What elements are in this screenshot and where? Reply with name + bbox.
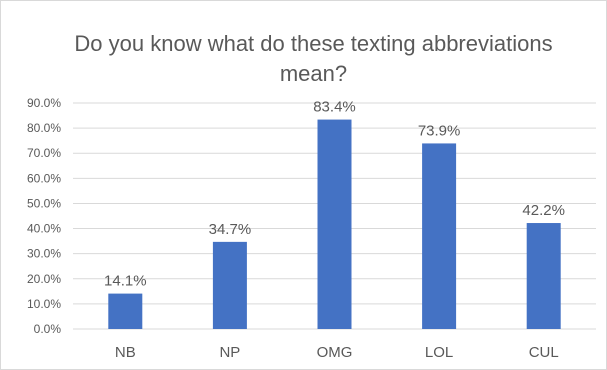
y-tick-label: 70.0%	[27, 146, 61, 160]
chart-title: Do you know what do these texting abbrev…	[74, 31, 553, 86]
x-tick-label-cul: CUL	[529, 344, 559, 361]
y-tick-label: 50.0%	[27, 196, 61, 210]
y-tick-label: 30.0%	[27, 247, 61, 261]
bar-nb	[108, 293, 143, 329]
y-tick-label: 80.0%	[27, 121, 61, 135]
x-tick-label-nb: NB	[115, 344, 136, 361]
data-labels: 14.1% 34.7% 83.4% 73.9% 42.2%	[104, 99, 565, 290]
data-label-np: 34.7%	[209, 221, 252, 238]
y-tick-label: 60.0%	[27, 171, 61, 185]
y-axis-tick-labels: 0.0% 10.0% 20.0% 30.0% 40.0% 50.0% 60.0% 70.0% 8…	[27, 96, 61, 336]
x-axis-tick-labels: NB NP OMG LOL CUL	[115, 344, 559, 361]
x-tick-label-np: NP	[219, 344, 240, 361]
data-label-nb: 14.1%	[104, 273, 147, 290]
bar-np	[212, 241, 247, 329]
x-tick-label-omg: OMG	[317, 344, 353, 361]
y-tick-label: 40.0%	[27, 222, 61, 236]
y-tick-label: 0.0%	[34, 322, 62, 336]
x-tick-label-lol: LOL	[425, 344, 453, 361]
bar-cul	[526, 223, 561, 329]
bar-omg	[317, 119, 352, 329]
data-label-omg: 83.4%	[313, 99, 356, 116]
bars	[108, 119, 561, 329]
data-label-lol: 73.9%	[418, 122, 461, 139]
y-tick-label: 90.0%	[27, 96, 61, 110]
y-tick-label: 10.0%	[27, 297, 61, 311]
bar-lol	[422, 143, 457, 329]
data-label-cul: 42.2%	[522, 202, 565, 219]
y-tick-label: 20.0%	[27, 272, 61, 286]
